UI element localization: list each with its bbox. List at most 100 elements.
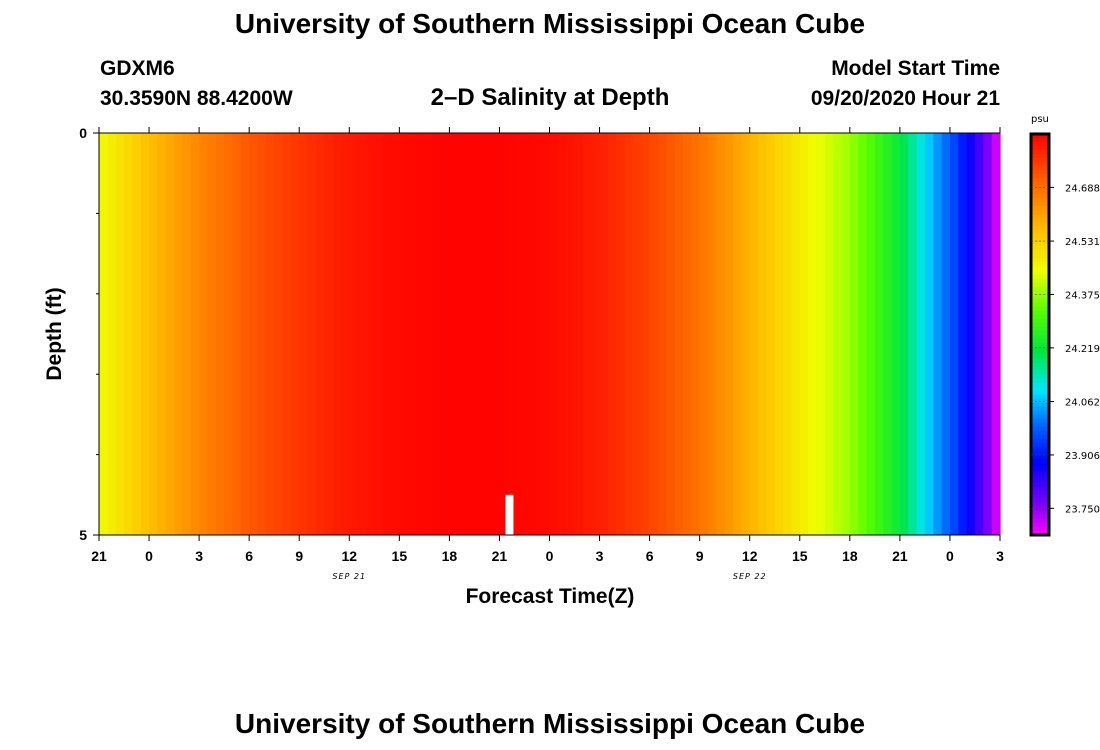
heatmap-cell (424, 133, 434, 535)
x-tick-label: 18 (442, 548, 458, 564)
heatmap-cell (724, 133, 734, 535)
heatmap-cell (733, 133, 742, 535)
heatmap-cell (666, 133, 676, 535)
colorbar-segment (1031, 398, 1049, 404)
heatmap-cell (332, 133, 342, 535)
colorbar-segment (1031, 150, 1049, 155)
colorbar-segment (1031, 462, 1049, 468)
colorbar-segment (1031, 362, 1049, 368)
colorbar-segment (1031, 514, 1049, 520)
colorbar-segment (1031, 178, 1049, 183)
colorbar-segment (1031, 322, 1049, 328)
colorbar-segment (1031, 258, 1049, 263)
colorbar-segment (1031, 190, 1049, 195)
heatmap-cell (232, 133, 242, 535)
x-tick-label: 6 (646, 548, 654, 564)
x-axis-label: Forecast Time(Z) (465, 585, 635, 608)
heatmap-cell (174, 133, 184, 535)
heatmap-cell (958, 133, 968, 535)
colorbar-segment (1031, 310, 1049, 316)
colorbar-segment (1031, 366, 1049, 372)
heatmap-cell (682, 133, 692, 535)
colorbar-segment (1031, 170, 1049, 175)
x-tick-label: 0 (546, 548, 554, 564)
heatmap-cell (340, 133, 350, 535)
heatmap-cell (916, 133, 926, 535)
heatmap-cell (758, 133, 768, 535)
y-axis-label: Depth (ft) (43, 287, 66, 381)
colorbar-frame (1029, 132, 1051, 537)
colorbar-segment (1031, 274, 1049, 279)
colorbar-segment (1031, 446, 1049, 452)
colorbar-segment (1031, 330, 1049, 336)
colorbar-segment (1031, 194, 1049, 199)
colorbar-segment (1031, 406, 1049, 412)
heatmap-cell (849, 133, 859, 535)
colorbar-segment (1031, 350, 1049, 356)
colorbar-segment (1031, 282, 1049, 287)
colorbar-segment (1031, 290, 1049, 295)
x-tick-label: 12 (341, 548, 357, 564)
colorbar-segment (1031, 470, 1049, 476)
heatmap-cell (349, 133, 359, 535)
heatmap-cell (499, 133, 509, 535)
colorbar-segment (1031, 138, 1049, 143)
colorbar-segment (1031, 466, 1049, 472)
heatmap-cell (140, 133, 150, 535)
colorbar-segment (1031, 422, 1049, 428)
colorbar-segment (1031, 378, 1049, 384)
heatmap-cell (858, 133, 868, 535)
colorbar-segment (1031, 250, 1049, 255)
colorbar-segment (1031, 338, 1049, 344)
heatmap-cell (933, 133, 943, 535)
colorbar-segment (1031, 162, 1049, 167)
colorbar-tick-label: 23.750 (1065, 504, 1100, 515)
x-tick-label: 3 (195, 548, 203, 564)
colorbar-segment (1031, 302, 1049, 308)
colorbar-tick-label: 24.375 (1065, 290, 1100, 301)
colorbar-segment (1031, 146, 1049, 151)
colorbar-segment (1031, 294, 1049, 300)
heatmap-cell (224, 133, 234, 535)
heatmap-cell (265, 133, 275, 535)
footer-title: University of Southern Mississippi Ocean… (234, 708, 866, 739)
colorbar-segment (1031, 278, 1049, 283)
heatmap-cell (449, 133, 459, 535)
colorbar-segment (1031, 518, 1049, 524)
x-tick-label: 21 (492, 548, 508, 564)
colorbar-segment (1031, 326, 1049, 332)
heatmap-cell (632, 133, 642, 535)
colorbar-segment (1031, 530, 1049, 536)
x-tick-label: 21 (892, 548, 908, 564)
colorbar-segment (1031, 494, 1049, 500)
colorbar-tick-label: 24.531 (1065, 237, 1100, 248)
heatmap-cell (783, 133, 793, 535)
heatmap-cell (949, 133, 959, 535)
heatmap-cell (115, 133, 125, 535)
heatmap-cell (190, 133, 200, 535)
colorbar-segment (1031, 430, 1049, 436)
colorbar-tick-label: 24.688 (1065, 183, 1100, 194)
heatmap-cell (691, 133, 701, 535)
colorbar-segment (1031, 478, 1049, 484)
colorbar-segment (1031, 134, 1049, 139)
colorbar-segment (1031, 222, 1049, 227)
heatmap-cell (290, 133, 300, 535)
colorbar-segment (1031, 414, 1049, 420)
heatmap-cell (541, 133, 551, 535)
colorbar-segment (1031, 522, 1049, 528)
heatmap-cell (699, 133, 709, 535)
x-tick-label: 15 (392, 548, 408, 564)
heatmap-cell (874, 133, 884, 535)
colorbar-segment (1031, 186, 1049, 191)
x-tick-label: 3 (596, 548, 604, 564)
heatmap-cell (249, 133, 259, 535)
heatmap-cell (983, 133, 993, 535)
heatmap-cell (516, 133, 526, 535)
colorbar-segment (1031, 498, 1049, 504)
colorbar-segment (1031, 298, 1049, 304)
colorbar-segment (1031, 214, 1049, 219)
heatmap-cell (432, 133, 442, 535)
colorbar-segment (1031, 238, 1049, 243)
